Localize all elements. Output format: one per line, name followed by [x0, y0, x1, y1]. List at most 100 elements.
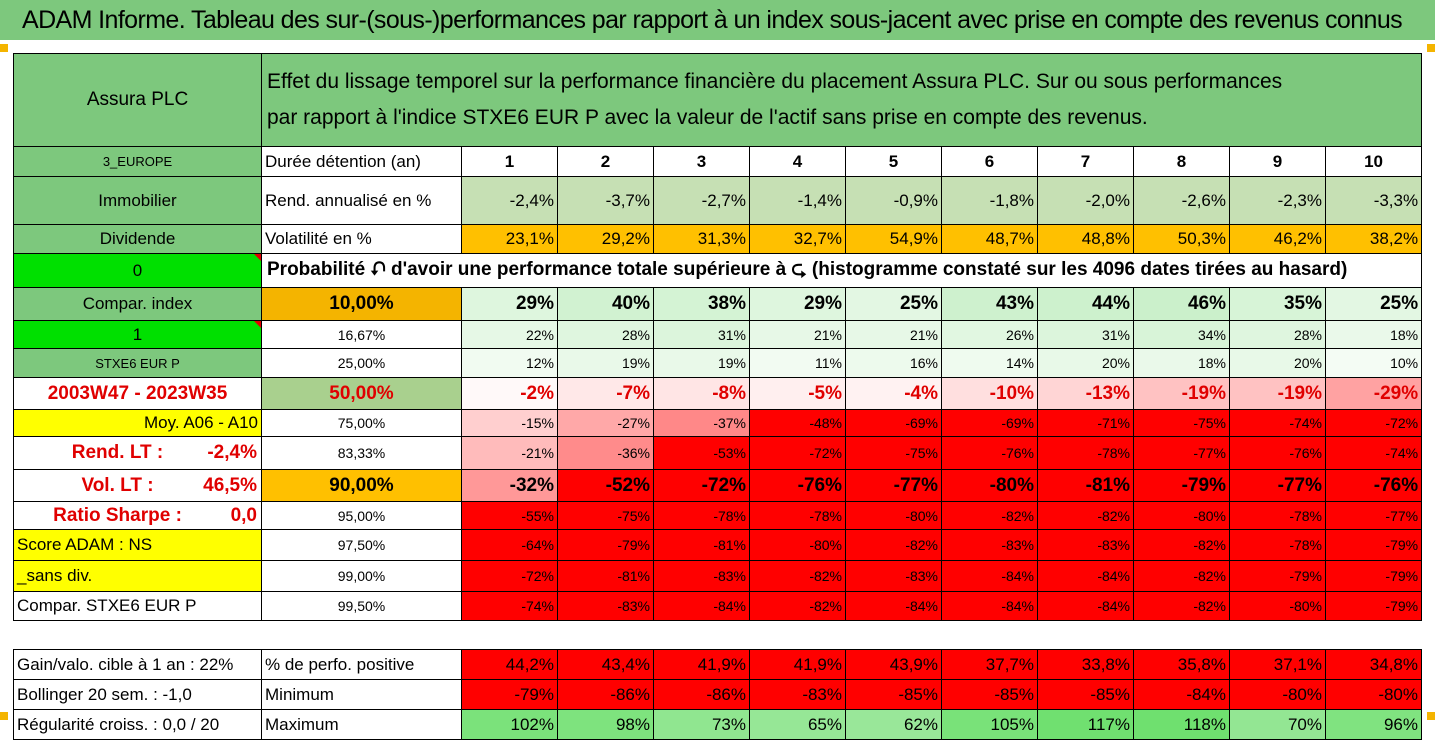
holding-year-header: 7: [1037, 146, 1134, 177]
percentile-row: Ratio Sharpe :0,0 95,00% -55% -75% -78% -78% -…: [13, 501, 1423, 530]
maximum-value: 102%: [461, 709, 558, 740]
region-cell: 3_EUROPE: [13, 146, 262, 177]
annualized-return-value: -2,4%: [461, 176, 558, 225]
percentile-value: 28%: [1229, 320, 1326, 349]
percentile-value: 12%: [461, 348, 558, 378]
percentile-value: -37%: [653, 409, 750, 437]
minimum-value: -80%: [1229, 679, 1326, 710]
maximum-value: 117%: [1037, 709, 1134, 740]
minimum-value: -79%: [461, 679, 558, 710]
percentile-value: -71%: [1037, 409, 1134, 437]
percentile-value: 38%: [653, 287, 750, 321]
percentile-value: -32%: [461, 469, 558, 502]
percentile-cell: 97,50%: [261, 529, 462, 561]
percentile-row: Compar. STXE6 EUR P 99,50% -74% -83% -84% -82…: [13, 591, 1423, 621]
volatility-value: 48,8%: [1037, 224, 1134, 254]
annualized-return-value: -2,6%: [1133, 176, 1230, 225]
percentile-value: 43%: [941, 287, 1038, 321]
percentile-value: -76%: [941, 436, 1038, 470]
corner-marker: [0, 712, 8, 720]
volatility-value: 38,2%: [1324, 224, 1423, 254]
annualized-return-value: -3,7%: [557, 176, 654, 225]
percentile-value: -81%: [557, 560, 654, 592]
percentile-value: -80%: [749, 529, 846, 561]
percentile-value: 21%: [845, 320, 942, 349]
description-line: par rapport à l'indice STXE6 EUR P avec …: [267, 106, 1148, 129]
adam-score-cell: Score ADAM : NS: [13, 529, 262, 561]
percentile-value: 46%: [1133, 287, 1230, 321]
maximum-value: 118%: [1133, 709, 1230, 740]
percentile-value: -74%: [1324, 436, 1423, 470]
percentile-value: -74%: [461, 591, 558, 621]
percentile-value: 20%: [1037, 348, 1134, 378]
percentile-value: -79%: [1133, 469, 1230, 502]
bollinger-cell: Bollinger 20 sem. : -1,0: [13, 679, 262, 710]
percentile-value: -84%: [1037, 591, 1134, 621]
percentile-value: 29%: [749, 287, 846, 321]
percentile-value: -82%: [1133, 591, 1230, 621]
percentile-value: 31%: [1037, 320, 1134, 349]
percentile-value: -10%: [941, 377, 1038, 410]
percentile-row: _sans div. 99,00% -72% -81% -83% -82% -83% -84%…: [13, 560, 1423, 592]
without-dividend-cell: _sans div.: [13, 560, 262, 592]
percentile-value: 31%: [653, 320, 750, 349]
percentile-cell: 25,00%: [261, 348, 462, 378]
percentile-value: -75%: [557, 501, 654, 530]
percentile-value: -78%: [1229, 501, 1326, 530]
holding-year-header: 4: [749, 146, 846, 177]
dividend-value-cell[interactable]: 0: [13, 253, 262, 288]
minimum-value: -85%: [845, 679, 942, 710]
percentile-value: -84%: [845, 591, 942, 621]
side-label: Ratio Sharpe :: [53, 504, 182, 526]
percentile-value: -69%: [941, 409, 1038, 437]
index-name-cell: STXE6 EUR P: [13, 348, 262, 378]
percentile-row: 2003W47 - 2023W35 50,00% -2% -7% -8% -5% -4% -1…: [13, 377, 1423, 410]
percentile-value: 28%: [557, 320, 654, 349]
description-line: Effet du lissage temporel sur la perform…: [267, 70, 1283, 93]
percentile-value: -75%: [1133, 409, 1230, 437]
percentile-value: 20%: [1229, 348, 1326, 378]
percentile-cell: 50,00%: [261, 377, 462, 410]
positive-performance-value: 43,9%: [845, 649, 942, 680]
percentile-value: -77%: [845, 469, 942, 502]
maximum-value: 73%: [653, 709, 750, 740]
corner-marker: [0, 44, 8, 52]
percentile-value: -83%: [941, 529, 1038, 561]
percentile-value: -64%: [461, 529, 558, 561]
percentile-value: 26%: [941, 320, 1038, 349]
annualized-return-value: -2,3%: [1229, 176, 1326, 225]
average-range-cell: Moy. A06 - A10: [13, 409, 262, 437]
percentile-value: -77%: [1133, 436, 1230, 470]
performance-sheet: Assura PLC Effet du lissage temporel sur…: [13, 53, 1423, 740]
volatility-value: 50,3%: [1133, 224, 1230, 254]
maximum-value: 65%: [749, 709, 846, 740]
percentile-value: -5%: [749, 377, 846, 410]
sheet-spacer: [13, 621, 1421, 649]
percentile-value: -79%: [557, 529, 654, 561]
sharpe-ratio-cell: Ratio Sharpe : 0,0: [13, 501, 262, 530]
percentile-value: -21%: [461, 436, 558, 470]
maximum-value: 62%: [845, 709, 942, 740]
performance-table: Assura PLC Effet du lissage temporel sur…: [13, 53, 1423, 621]
index-selector-cell[interactable]: 1: [13, 320, 262, 349]
minimum-value: -84%: [1133, 679, 1230, 710]
percentile-cell: 99,50%: [261, 591, 462, 621]
minimum-value: -85%: [941, 679, 1038, 710]
probability-caption: Probabilité ⮏ d'avoir une performance to…: [260, 253, 1423, 288]
percentile-cell: 83,33%: [261, 436, 462, 470]
percentile-value: -48%: [749, 409, 846, 437]
percentile-value: -72%: [653, 469, 750, 502]
percentile-value: -79%: [1324, 560, 1423, 592]
percentile-value: -4%: [845, 377, 942, 410]
positive-performance-value: 44,2%: [461, 649, 558, 680]
side-value: 46,5%: [203, 474, 257, 496]
minimum-value: -86%: [557, 679, 654, 710]
volatility-value: 23,1%: [461, 224, 558, 254]
percentile-value: -79%: [1229, 560, 1326, 592]
percentile-value: 35%: [1229, 287, 1326, 321]
percentile-value: -36%: [557, 436, 654, 470]
target-gain-cell: Gain/valo. cible à 1 an : 22%: [13, 649, 262, 680]
volatility-label: Volatilité en %: [261, 224, 462, 254]
percentile-value: -77%: [1324, 501, 1423, 530]
percentile-value: -78%: [1037, 436, 1134, 470]
